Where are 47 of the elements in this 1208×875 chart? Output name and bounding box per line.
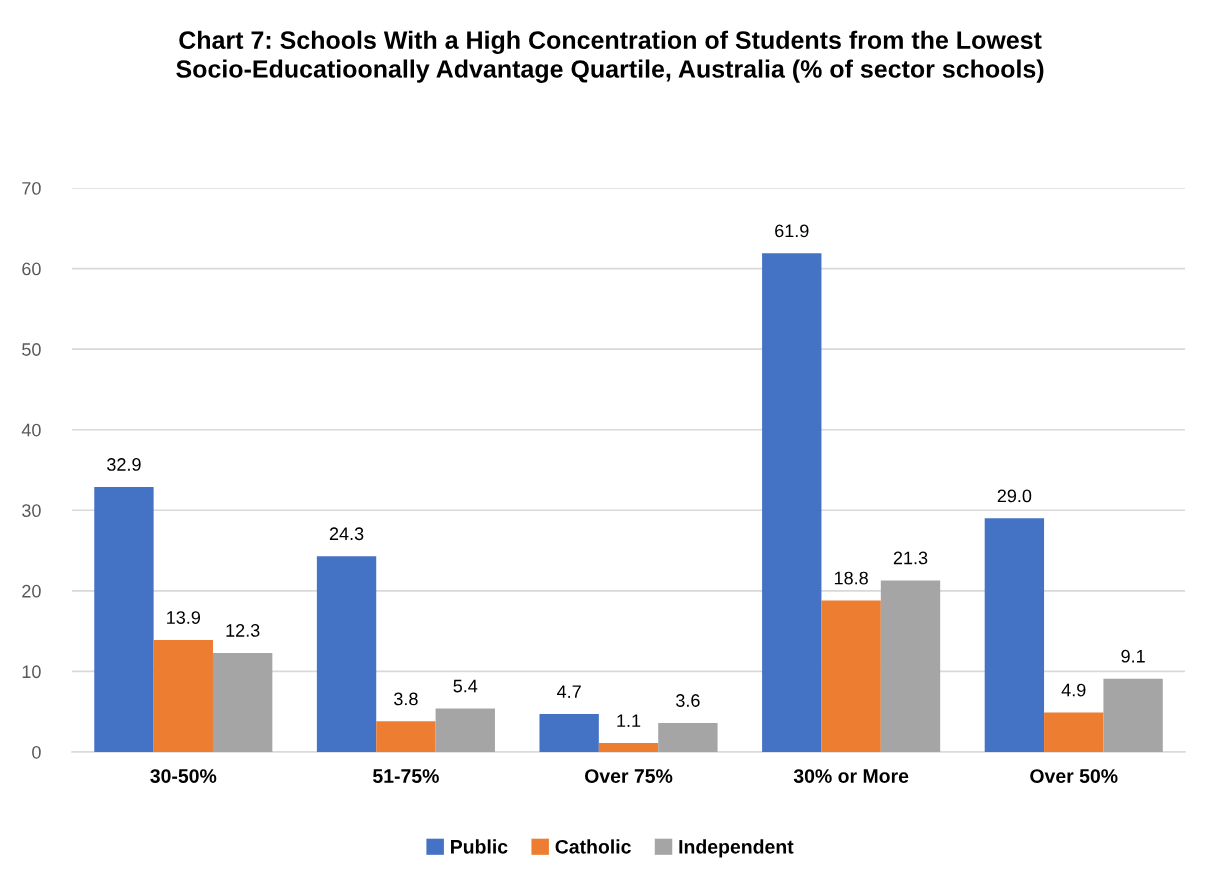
x-tick-label: 30-50% xyxy=(150,769,217,783)
y-tick-label: 40 xyxy=(21,423,41,437)
bar xyxy=(94,486,154,752)
legend-label: Public xyxy=(451,839,508,854)
data-label: 4.9 xyxy=(1061,683,1086,697)
data-label: 3.6 xyxy=(676,694,700,707)
y-tick-label: 30 xyxy=(22,504,41,518)
bar xyxy=(762,253,822,752)
y-tick-label: 50 xyxy=(22,343,41,356)
x-tick-label: Over 50% xyxy=(1030,769,1118,783)
y-tick-label: 20 xyxy=(22,584,41,598)
y-tick-label: 0 xyxy=(32,745,41,759)
data-label: 29.0 xyxy=(997,489,1032,503)
bar xyxy=(1044,712,1104,752)
bar xyxy=(435,708,495,752)
data-label: 12.3 xyxy=(226,624,260,637)
bar xyxy=(598,743,659,752)
legend-label: Independent xyxy=(679,839,794,858)
y-tick-label: 70 xyxy=(22,181,41,195)
data-label: 5.4 xyxy=(453,679,478,693)
bar xyxy=(376,721,436,752)
data-label: 21.3 xyxy=(893,551,928,565)
chart-title: Chart 7: Schools With a High Concentration of Students from the Lowest Socio-Educatioonally Advantage Quartile, Australia (% of sector schools) xyxy=(176,30,1044,83)
data-label: 4.7 xyxy=(557,685,581,698)
data-label: 3.8 xyxy=(394,692,418,706)
data-label: 13.9 xyxy=(167,611,201,624)
bar xyxy=(658,722,718,752)
bar xyxy=(153,639,213,752)
data-label: 9.1 xyxy=(1121,649,1145,663)
legend-label: Catholic xyxy=(555,839,631,854)
data-label: 1.1 xyxy=(617,714,641,727)
bar xyxy=(539,714,599,752)
x-tick-label: 30% or More xyxy=(793,769,909,783)
bar xyxy=(880,580,941,752)
bar xyxy=(821,600,881,752)
data-label: 24.3 xyxy=(329,527,364,541)
y-tick-label: 60 xyxy=(22,262,41,276)
data-label: 18.8 xyxy=(834,571,868,585)
bar xyxy=(984,518,1045,752)
y-tick-label: 10 xyxy=(22,665,41,679)
x-tick-label: 51-75% xyxy=(373,769,439,783)
data-label: 61.9 xyxy=(775,224,809,238)
x-tick-label: Over 75% xyxy=(585,769,673,783)
data-label: 32.9 xyxy=(107,458,141,471)
bar xyxy=(212,652,273,752)
bar xyxy=(1103,678,1163,752)
bar xyxy=(316,556,377,752)
